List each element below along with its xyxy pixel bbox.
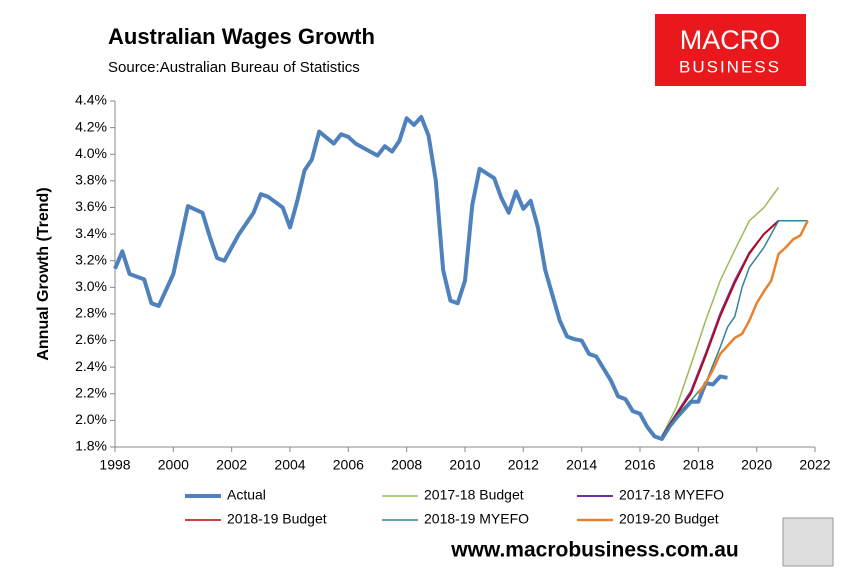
series-line bbox=[661, 187, 780, 437]
y-tick-label: 2.2% bbox=[75, 384, 107, 400]
legend-label: Actual bbox=[227, 487, 266, 503]
x-tick-label: 2006 bbox=[333, 457, 364, 473]
chart-subtitle: Source:Australian Bureau of Statistics bbox=[108, 59, 360, 76]
legend-label: 2018-19 Budget bbox=[227, 511, 327, 527]
legend-label: 2018-19 MYEFO bbox=[424, 511, 529, 527]
y-tick-label: 3.4% bbox=[75, 225, 107, 241]
x-tick-label: 2022 bbox=[799, 457, 830, 473]
wolf-icon bbox=[782, 517, 834, 567]
x-tick-label: 2020 bbox=[741, 457, 772, 473]
y-tick-label: 2.0% bbox=[75, 411, 107, 427]
legend-label: 2017-18 MYEFO bbox=[619, 487, 724, 503]
series-line bbox=[113, 114, 728, 442]
legend-label: 2017-18 Budget bbox=[424, 487, 524, 503]
y-tick-label: 3.2% bbox=[75, 251, 107, 267]
y-tick-label: 1.8% bbox=[75, 438, 107, 454]
y-tick-label: 3.8% bbox=[75, 172, 107, 188]
logo-text: BUSINESS bbox=[679, 57, 781, 76]
legend-label: 2019-20 Budget bbox=[619, 511, 719, 527]
x-tick-label: 2008 bbox=[391, 457, 422, 473]
y-tick-label: 2.4% bbox=[75, 358, 107, 374]
x-tick-label: 2018 bbox=[683, 457, 714, 473]
logo-text: MACRO bbox=[680, 25, 781, 55]
x-tick-label: 2014 bbox=[566, 457, 597, 473]
series-line bbox=[661, 220, 808, 437]
x-tick-label: 1998 bbox=[99, 457, 130, 473]
x-tick-label: 2004 bbox=[274, 457, 305, 473]
y-tick-label: 4.2% bbox=[75, 118, 107, 134]
y-tick-label: 3.6% bbox=[75, 198, 107, 214]
logo-box bbox=[655, 14, 806, 86]
y-axis-label: Annual Growth (Trend) bbox=[35, 187, 52, 360]
x-tick-label: 2002 bbox=[216, 457, 247, 473]
series-line bbox=[661, 220, 780, 437]
footer-url: www.macrobusiness.com.au bbox=[450, 539, 738, 562]
series-line bbox=[661, 220, 780, 437]
y-tick-label: 4.4% bbox=[75, 92, 107, 108]
series-line bbox=[697, 220, 809, 395]
y-tick-label: 3.0% bbox=[75, 278, 107, 294]
y-tick-label: 4.0% bbox=[75, 145, 107, 161]
x-tick-label: 2016 bbox=[624, 457, 655, 473]
y-tick-label: 2.8% bbox=[75, 305, 107, 321]
x-tick-label: 2010 bbox=[449, 457, 480, 473]
y-tick-label: 2.6% bbox=[75, 331, 107, 347]
x-tick-label: 2012 bbox=[508, 457, 539, 473]
x-tick-label: 2000 bbox=[158, 457, 189, 473]
chart-title: Australian Wages Growth bbox=[108, 24, 375, 49]
